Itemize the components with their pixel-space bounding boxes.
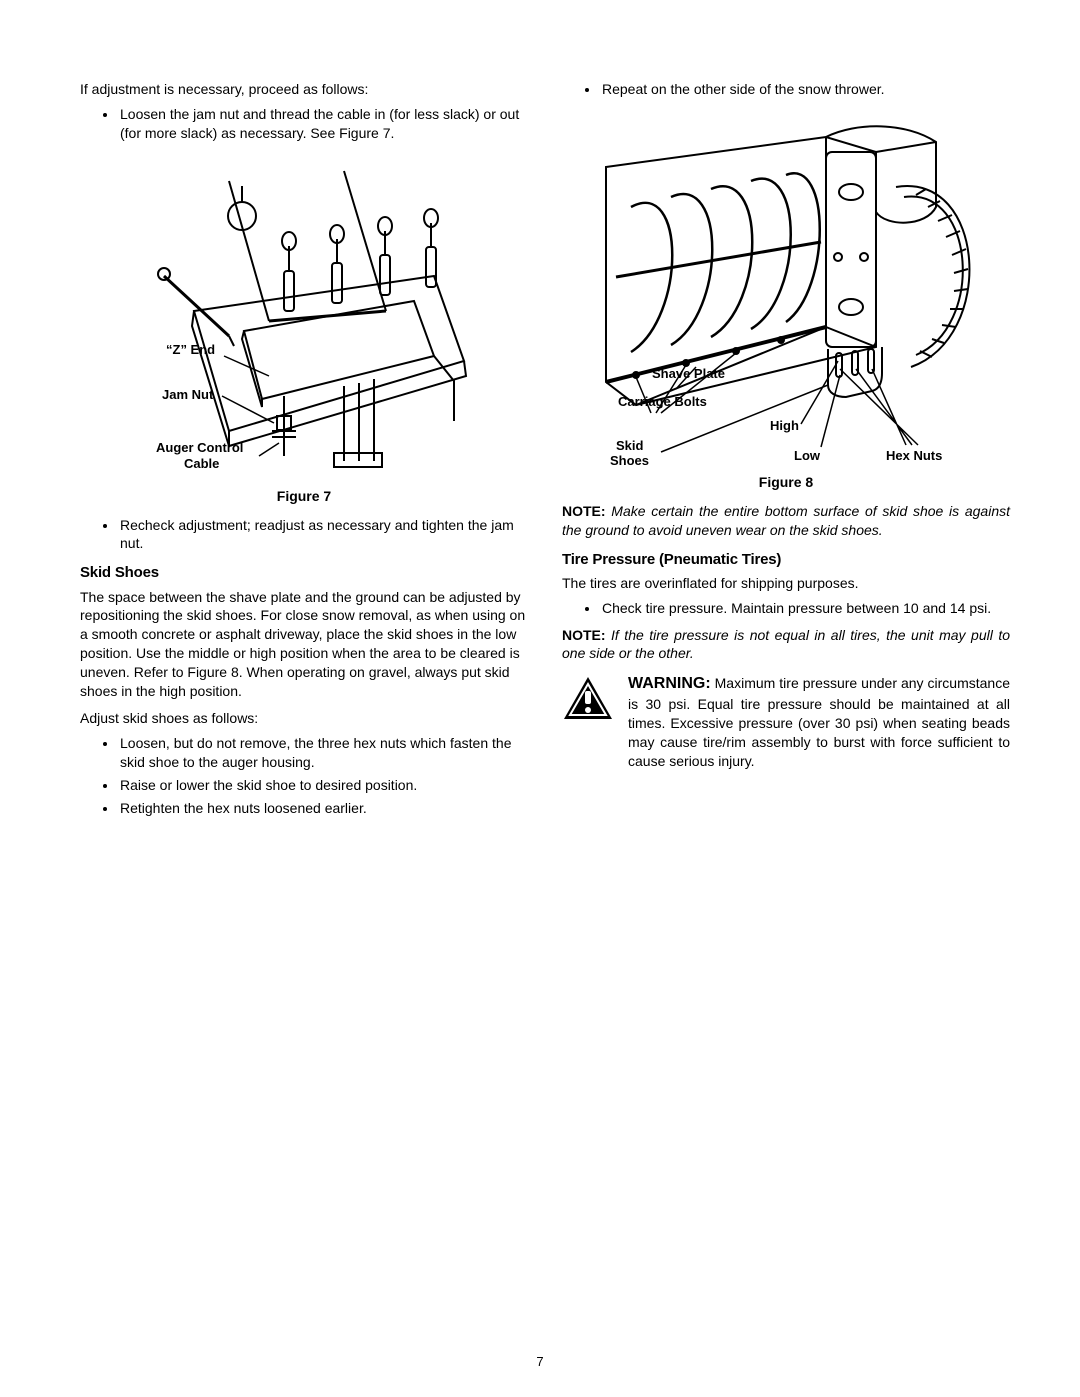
figure-7-illustration: [134, 161, 474, 481]
left-column: If adjustment is necessary, proceed as f…: [80, 80, 528, 825]
label-shave-plate: Shave Plate: [652, 365, 725, 383]
note-body: If the tire pressure is not equal in all…: [562, 627, 1010, 662]
list-item: Loosen the jam nut and thread the cable …: [118, 105, 528, 143]
label-carriage-bolts: Carriage Bolts: [618, 393, 707, 411]
label-auger-cable-l2: Cable: [184, 455, 219, 473]
skid-shoes-para-2: Adjust skid shoes as follows:: [80, 709, 528, 728]
label-hex-nuts: Hex Nuts: [886, 447, 942, 465]
label-jam-nut: Jam Nut: [162, 386, 213, 404]
tire-pressure-heading: Tire Pressure (Pneumatic Tires): [562, 550, 1010, 570]
list-item: Repeat on the other side of the snow thr…: [600, 80, 1010, 99]
list-item: Loosen, but do not remove, the three hex…: [118, 734, 528, 772]
figure-8-caption: Figure 8: [562, 473, 1010, 492]
note-tire: NOTE: If the tire pressure is not equal …: [562, 626, 1010, 664]
figure-7-caption: Figure 7: [80, 487, 528, 506]
adjustment-steps-list-2: Recheck adjustment; readjust as necessar…: [80, 516, 528, 554]
adjustment-steps-list-1: Loosen the jam nut and thread the cable …: [80, 105, 528, 143]
warning-icon: [562, 673, 614, 770]
warning-block: WARNING: Maximum tire pressure under any…: [562, 673, 1010, 770]
tire-para-1: The tires are overinflated for shipping …: [562, 574, 1010, 593]
warning-lead: WARNING:: [628, 675, 711, 692]
label-low: Low: [794, 447, 820, 465]
figure-8-illustration: [576, 117, 996, 467]
note-body: Make certain the entire bottom surface o…: [562, 503, 1010, 538]
adjustment-intro: If adjustment is necessary, proceed as f…: [80, 80, 528, 99]
label-high: High: [770, 417, 799, 435]
label-z-end: “Z” End: [166, 341, 215, 359]
warning-text: WARNING: Maximum tire pressure under any…: [628, 673, 1010, 770]
list-item: Raise or lower the skid shoe to desired …: [118, 776, 528, 795]
note-lead: NOTE:: [562, 627, 606, 643]
list-item: Retighten the hex nuts loosened earlier.: [118, 799, 528, 818]
note-lead: NOTE:: [562, 503, 606, 519]
figure-8: Shave Plate Carriage Bolts High Skid Sho…: [576, 117, 996, 467]
tire-steps: Check tire pressure. Maintain pressure b…: [562, 599, 1010, 618]
skid-shoes-para-1: The space between the shave plate and th…: [80, 588, 528, 701]
page-number: 7: [0, 1353, 1080, 1371]
skid-shoes-steps: Loosen, but do not remove, the three hex…: [80, 734, 528, 818]
repeat-step-list: Repeat on the other side of the snow thr…: [562, 80, 1010, 99]
note-skid-shoes: NOTE: Make certain the entire bottom sur…: [562, 502, 1010, 540]
label-skid-l2: Shoes: [610, 452, 649, 470]
figure-7: “Z” End Jam Nut Auger Control Cable: [134, 161, 474, 481]
skid-shoes-heading: Skid Shoes: [80, 563, 528, 583]
two-column-layout: If adjustment is necessary, proceed as f…: [80, 80, 1010, 825]
label-auger-cable-l1: Auger Control: [156, 439, 243, 457]
right-column: Repeat on the other side of the snow thr…: [562, 80, 1010, 825]
list-item: Recheck adjustment; readjust as necessar…: [118, 516, 528, 554]
manual-page: If adjustment is necessary, proceed as f…: [0, 0, 1080, 1397]
list-item: Check tire pressure. Maintain pressure b…: [600, 599, 1010, 618]
